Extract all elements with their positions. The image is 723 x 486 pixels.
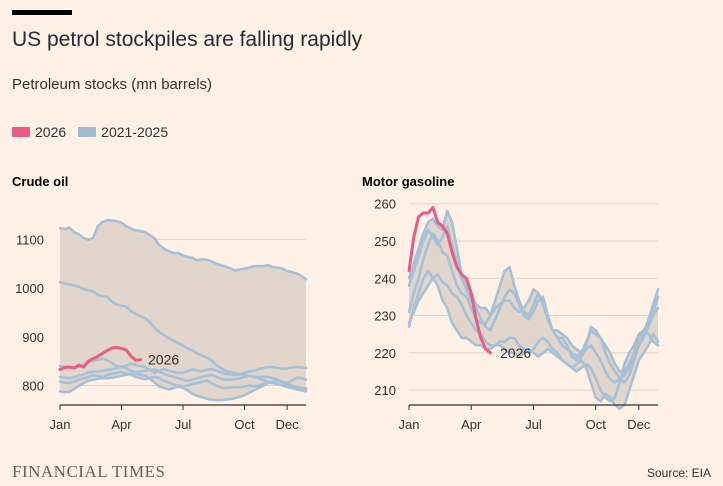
x-tick-label-motor-gasoline: Jul [525,417,542,432]
legend-swatch-past-years [78,127,97,137]
range-band-crude-oil [60,220,306,401]
y-tick-label-motor-gasoline: 260 [374,197,396,212]
y-tick-label-crude-oil: 1100 [16,232,44,247]
x-tick-label-motor-gasoline: Jan [399,417,420,432]
series-line-past-crude-oil [58,357,308,377]
series-line-past-crude-oil [58,219,308,281]
x-tick-label-motor-gasoline: Oct [586,417,607,432]
legend: 2026 2021-2025 [12,124,180,140]
chart-title: US petrol stockpiles are falling rapidly [12,28,363,51]
y-tick-label-crude-oil: 900 [22,330,44,345]
panel-title-motor-gasoline: Motor gasoline [362,174,454,189]
y-tick-label-crude-oil: 800 [22,379,44,394]
panel-title-crude-oil: Crude oil [12,174,68,189]
chart-subtitle: Petroleum stocks (mn barrels) [12,76,213,93]
legend-swatch-2026 [12,127,30,137]
annotation-2026-motor-gasoline: 2026 [500,345,531,361]
series-line-past-motor-gasoline [407,269,660,411]
ft-logo: FINANCIAL TIMES [12,462,166,481]
series-line-past-motor-gasoline [407,273,660,403]
series-line-2026-motor-gasoline [407,205,492,355]
series-line-past-crude-oil [58,280,308,385]
y-tick-label-motor-gasoline: 250 [374,234,396,249]
x-tick-label-crude-oil: Dec [276,417,300,432]
series-line-past-motor-gasoline [407,224,660,384]
series-line-past-crude-oil [58,372,308,402]
x-tick-label-crude-oil: Oct [234,417,255,432]
annotation-2026-crude-oil: 2026 [148,352,179,368]
y-tick-label-motor-gasoline: 210 [374,383,396,398]
y-tick-label-motor-gasoline: 220 [374,346,396,361]
x-tick-label-crude-oil: Apr [111,417,132,432]
series-line-past-motor-gasoline [407,209,660,373]
y-tick-label-motor-gasoline: 230 [374,309,396,324]
source-note: Source: EIA [646,466,711,480]
x-tick-label-crude-oil: Jul [175,417,192,432]
x-tick-label-motor-gasoline: Dec [627,417,651,432]
y-tick-label-crude-oil: 1000 [15,281,44,296]
brand-bar [12,10,72,15]
x-tick-label-motor-gasoline: Apr [461,417,482,432]
series-line-past-crude-oil [58,365,308,390]
legend-item-2026: 2026 [12,124,66,140]
legend-label-2026: 2026 [35,124,67,140]
series-line-past-motor-gasoline [407,232,660,384]
y-tick-label-motor-gasoline: 240 [374,271,396,286]
legend-label-past-years: 2021-2025 [101,124,169,140]
x-tick-label-crude-oil: Jan [50,417,71,432]
series-line-2026-crude-oil [58,346,142,371]
legend-item-past-years: 2021-2025 [78,124,168,140]
